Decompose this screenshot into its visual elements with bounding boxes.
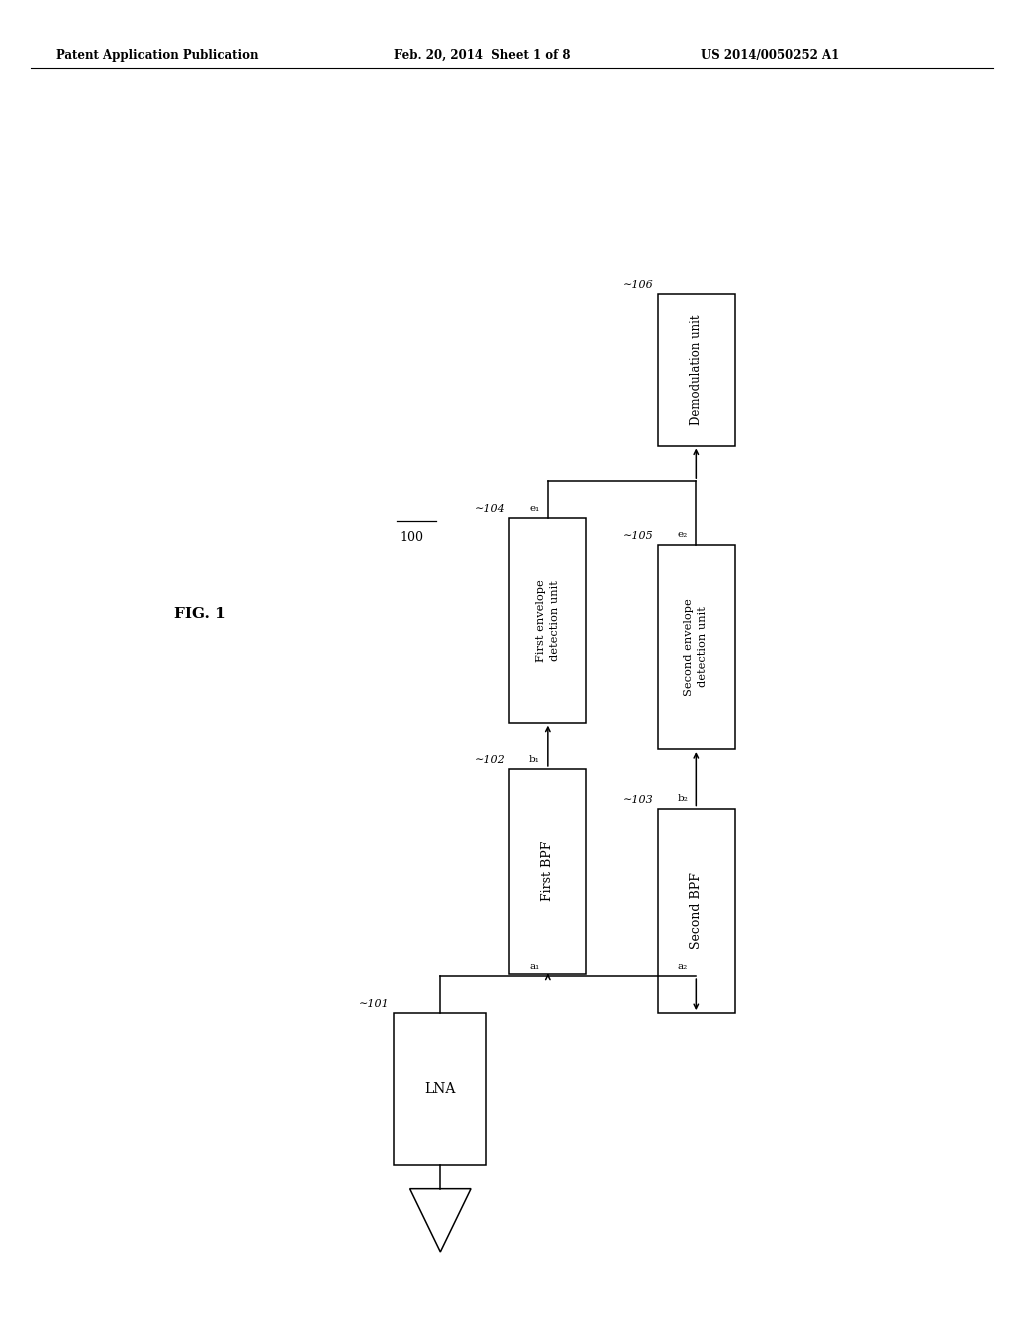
Bar (394, 1014, 486, 1166)
Text: FIG. 1: FIG. 1 (174, 607, 225, 620)
Text: First BPF: First BPF (542, 841, 554, 902)
Text: Demodulation unit: Demodulation unit (690, 314, 702, 425)
Text: Feb. 20, 2014  Sheet 1 of 8: Feb. 20, 2014 Sheet 1 of 8 (394, 49, 570, 62)
Text: b₁: b₁ (528, 755, 540, 763)
Bar (510, 768, 586, 974)
Text: ∼102: ∼102 (474, 755, 506, 764)
Text: b₂: b₂ (677, 795, 688, 803)
Text: 100: 100 (399, 531, 423, 544)
Bar (658, 294, 735, 446)
Text: e₂: e₂ (678, 531, 688, 539)
Text: Second BPF: Second BPF (690, 873, 702, 949)
Text: ∼104: ∼104 (474, 504, 506, 513)
Text: Second envelope
detection unit: Second envelope detection unit (684, 598, 709, 696)
Text: First envelope
detection unit: First envelope detection unit (536, 579, 560, 661)
Text: US 2014/0050252 A1: US 2014/0050252 A1 (701, 49, 840, 62)
Text: ∼106: ∼106 (623, 280, 654, 290)
Text: ∼105: ∼105 (623, 531, 654, 541)
Text: a₂: a₂ (678, 962, 688, 972)
Text: e₁: e₁ (529, 504, 540, 512)
Text: Patent Application Publication: Patent Application Publication (56, 49, 259, 62)
Text: a₁: a₁ (529, 962, 540, 972)
Text: ∼103: ∼103 (623, 795, 654, 804)
Text: ∼101: ∼101 (358, 999, 389, 1010)
Bar (510, 517, 586, 722)
Bar (658, 808, 735, 1014)
Text: LNA: LNA (425, 1082, 456, 1096)
Bar (658, 544, 735, 750)
